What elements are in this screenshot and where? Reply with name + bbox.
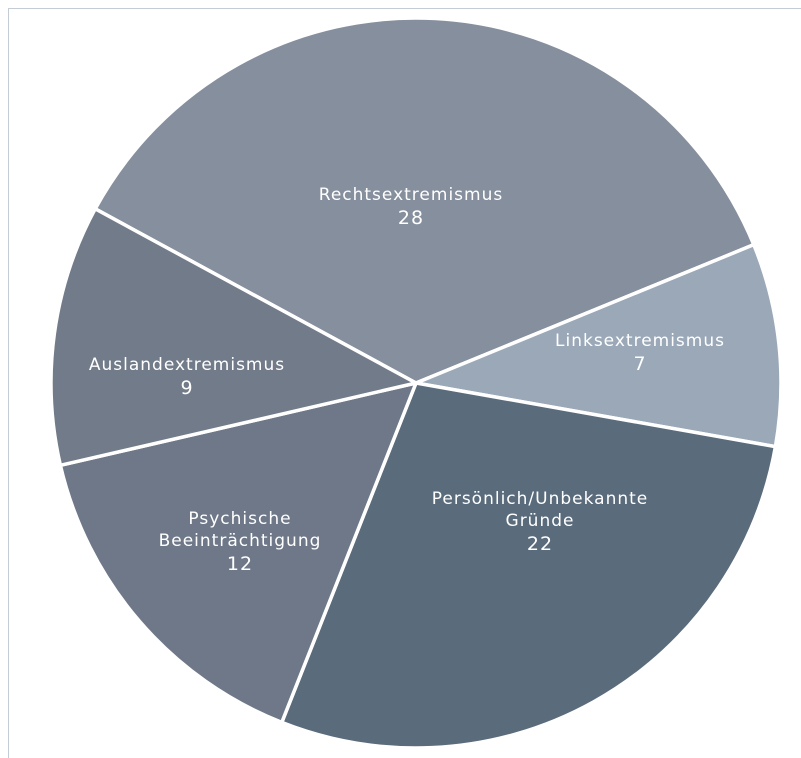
slice-category-label: Psychische bbox=[188, 509, 291, 529]
slice-value-label: 12 bbox=[227, 553, 253, 575]
slice-category-label: Rechtsextremismus bbox=[319, 185, 503, 205]
slice-linksextremismus bbox=[414, 242, 783, 449]
slice-value-label: 9 bbox=[180, 377, 193, 399]
slice-category-label: Persönlich/Unbekannte bbox=[432, 489, 649, 509]
slice-auslandextremismus bbox=[49, 207, 418, 468]
slice-category-label: Auslandextremismus bbox=[89, 355, 285, 375]
slice-category-label: Gründe bbox=[506, 511, 575, 531]
slice-value-label: 22 bbox=[527, 533, 553, 555]
chart-frame bbox=[8, 8, 801, 758]
slice-psychische-beeinträchtigung bbox=[58, 381, 418, 725]
slice-category-label: Beeinträchtigung bbox=[159, 531, 322, 551]
slice-rechtsextremismus bbox=[93, 16, 756, 385]
pie-slices bbox=[49, 16, 783, 750]
slice-value-label: 7 bbox=[633, 353, 646, 375]
slice-category-label: Linksextremismus bbox=[555, 331, 725, 351]
slice-persönlich-unbekannte-gründe bbox=[280, 381, 778, 750]
slice-value-label: 28 bbox=[398, 207, 424, 229]
